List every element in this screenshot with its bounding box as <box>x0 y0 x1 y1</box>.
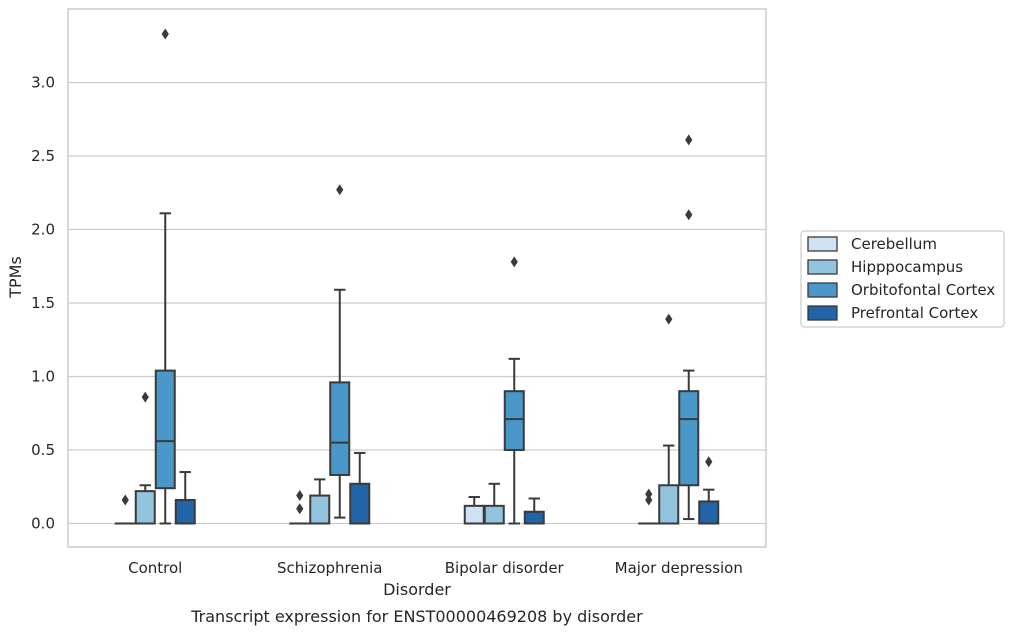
outlier-marker <box>705 456 712 467</box>
y-tick-label: 1.5 <box>31 294 55 312</box>
box-2-2 <box>505 256 524 523</box>
legend-swatch <box>808 237 837 251</box>
box-0-2 <box>156 28 175 523</box>
x-tick-label: Major depression <box>615 559 743 577</box>
outlier-marker <box>122 494 129 505</box>
y-tick-label: 3.0 <box>31 73 55 91</box>
box-0-3 <box>176 472 195 523</box>
box <box>136 491 155 523</box>
box-3-1 <box>659 314 678 524</box>
box-1-0 <box>290 490 309 523</box>
chart-caption: Transcript expression for ENST0000046920… <box>190 607 643 626</box>
outlier-marker <box>511 256 518 267</box>
legend-swatch <box>808 306 837 320</box>
legend: Cerebellum Hipppocampus Orbitofontal Corte… <box>801 231 1004 327</box>
box-3-2 <box>679 134 698 519</box>
y-axis-title: TPMs <box>6 256 25 299</box>
outlier-marker <box>665 314 672 325</box>
legend-label: Cerebellum <box>851 235 937 253</box>
y-tick-label: 1.0 <box>31 367 55 385</box>
outlier-marker <box>142 392 149 403</box>
box-3-0 <box>639 489 658 524</box>
box <box>699 501 718 523</box>
x-axis-title: Disorder <box>383 580 451 599</box>
box <box>330 382 349 475</box>
box-1-2 <box>330 184 349 517</box>
box <box>659 485 678 523</box>
box <box>679 391 698 485</box>
x-tick-label: Control <box>128 559 182 577</box>
box-2-0 <box>465 497 484 523</box>
box-1-3 <box>350 453 369 524</box>
box-0-1 <box>136 392 155 524</box>
y-tick-label: 0.5 <box>31 441 55 459</box>
legend-label: Hipppocampus <box>851 258 963 276</box>
y-tick-label: 0.0 <box>31 514 55 532</box>
box <box>525 512 544 524</box>
box <box>505 391 524 450</box>
box <box>465 506 484 524</box>
box <box>176 500 195 524</box>
outlier-marker <box>685 134 692 145</box>
box <box>485 506 504 524</box>
y-tick-label: 2.0 <box>31 220 55 238</box>
box <box>156 371 175 489</box>
outlier-marker <box>296 490 303 501</box>
outlier-marker <box>162 28 169 39</box>
box <box>310 496 329 524</box>
box-1-1 <box>310 479 329 523</box>
x-tick-label: Schizophrenia <box>277 559 382 577</box>
box-2-3 <box>525 498 544 523</box>
box-3-3 <box>699 456 718 523</box>
box-0-0 <box>116 494 135 523</box>
outlier-marker <box>645 489 652 500</box>
legend-label: Prefrontal Cortex <box>851 304 978 322</box>
box-2-1 <box>485 484 504 524</box>
outlier-marker <box>685 209 692 220</box>
legend-swatch <box>808 260 837 274</box>
y-tick-label: 2.5 <box>31 147 55 165</box>
box <box>350 484 369 524</box>
legend-swatch <box>808 283 837 297</box>
outlier-marker <box>296 503 303 514</box>
outlier-marker <box>336 184 343 195</box>
x-tick-label: Bipolar disorder <box>445 559 565 577</box>
legend-label: Orbitofontal Cortex <box>851 281 995 299</box>
